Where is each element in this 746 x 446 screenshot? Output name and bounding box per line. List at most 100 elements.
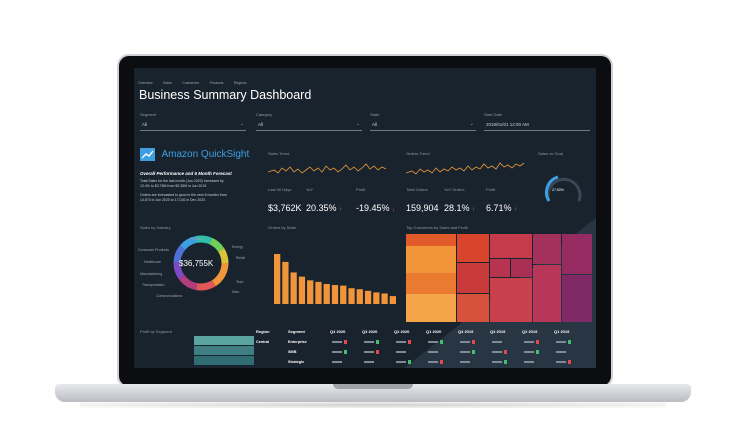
treemap-cell xyxy=(457,263,489,293)
table-row-segment: Strategic xyxy=(288,360,305,364)
bar xyxy=(373,292,380,304)
kpi-orders-profit-number: 6.71% xyxy=(486,203,512,213)
donut-label-transportation: Transportation xyxy=(142,283,165,287)
bar xyxy=(274,254,281,304)
donut-label-misc: Misc xyxy=(232,290,240,294)
arrow-up-icon: ↑ xyxy=(514,207,518,213)
orders-by-state-chart xyxy=(274,254,396,304)
narrative-line-3: Orders are forecasted to grow in the nex… xyxy=(140,193,227,197)
gauge-value: 27.60% xyxy=(552,188,564,192)
laptop-base xyxy=(55,384,691,402)
quicksight-brand: Amazon QuickSight xyxy=(140,146,249,164)
table-row-region: Central xyxy=(256,340,270,344)
bar xyxy=(307,280,314,304)
treemap-cell xyxy=(406,273,456,294)
bar xyxy=(315,281,322,304)
arrow-up-icon: ↑ xyxy=(472,207,476,213)
table-quarter-header: Q1 2019 xyxy=(554,329,570,334)
bar xyxy=(323,284,330,304)
narrative-line-4: 14,570 in Jun 2020 to 17,020 in Dec 2020… xyxy=(140,198,206,202)
bar xyxy=(348,288,355,304)
treemap-cell xyxy=(490,234,532,258)
bar xyxy=(356,289,363,304)
kpi-profit-number: -19.45% xyxy=(356,203,390,213)
brand-name: Amazon QuickSight xyxy=(161,149,250,161)
bar xyxy=(340,285,347,304)
filter-date-value: 2019/01/01 12:00 AM xyxy=(486,122,529,127)
chevron-down-icon: ⌄ xyxy=(355,121,360,127)
donut-label-healthcare: Healthcare xyxy=(144,260,161,264)
narrative-line-2: 12.4% to $3.76M from $3.35M in Jun 2019. xyxy=(140,184,208,188)
table-quarter-header: Q4 2019 xyxy=(458,329,474,334)
bar xyxy=(290,272,297,304)
sales-by-industry-donut xyxy=(173,235,229,291)
filter-segment-value: All xyxy=(142,122,148,127)
table-quarter-header: Q4 2020 xyxy=(330,329,346,334)
narrative-heading: Overall Performance and 6 Month Forecast xyxy=(140,171,232,176)
treemap-cell xyxy=(406,234,456,246)
treemap-cell xyxy=(457,234,489,262)
sales-by-industry-title: Sales by Industry xyxy=(140,225,171,230)
treemap-cell xyxy=(406,246,456,273)
arrow-down-icon: ↓ xyxy=(392,207,396,213)
treemap-cell xyxy=(533,234,561,264)
tab-overview[interactable]: Overview xyxy=(138,81,153,85)
sales-goal-gauge xyxy=(544,175,582,202)
table-value-cells xyxy=(332,340,571,364)
donut-label-retail: Retail xyxy=(236,256,245,260)
treemap-cell xyxy=(511,259,532,277)
bar xyxy=(364,290,372,304)
filter-segment-select[interactable]: All ⌄ xyxy=(140,121,246,131)
filter-date-label: Start Date xyxy=(484,112,503,117)
treemap-cell xyxy=(533,265,561,322)
bar xyxy=(381,293,388,304)
treemap-cell xyxy=(457,294,489,322)
tab-customers[interactable]: Customers xyxy=(182,81,200,85)
kpi-last90-label: Last 90 Days xyxy=(268,187,292,192)
sales-trend-title: Sales Trend xyxy=(268,151,290,156)
tab-products[interactable]: Products xyxy=(209,81,224,85)
kpi-profit-label: Profit xyxy=(356,187,366,192)
tab-regions[interactable]: Regions xyxy=(233,81,247,85)
donut-label-energy: Energy xyxy=(232,245,244,249)
orders-trend-sparkline xyxy=(406,162,525,175)
filter-state-select[interactable]: All ⌄ xyxy=(370,121,476,131)
profit-by-segment-heatmap xyxy=(194,336,254,365)
chevron-down-icon: ⌄ xyxy=(239,121,244,127)
treemap-cell xyxy=(490,278,532,322)
donut-label-manufacturing: Manufacturing xyxy=(140,272,163,276)
kpi-orders-yoy-value: 28.1% ↑ xyxy=(444,203,475,213)
kpi-yoy-value: 20.35% ↑ xyxy=(306,203,342,213)
laptop-shadow xyxy=(80,402,666,408)
top-customers-title: Top Customers by Sales and Profit xyxy=(406,225,468,230)
chevron-down-icon: ⌄ xyxy=(469,121,474,127)
quicksight-logo-icon xyxy=(140,148,155,162)
treemap-cell xyxy=(490,259,510,277)
donut-center-value: $36,755K xyxy=(179,259,214,268)
kpi-last90-value: $3,762K xyxy=(268,203,302,213)
orders-by-state-title: Orders by State xyxy=(268,225,297,230)
filter-segment-label: Segment xyxy=(140,112,157,117)
arrow-up-icon: ↑ xyxy=(339,207,343,213)
table-quarter-header: Q2 2019 xyxy=(522,329,538,334)
donut-label-tech: Tech xyxy=(236,280,244,284)
filter-category-select[interactable]: All ⌄ xyxy=(256,121,362,131)
kpi-profit-value: -19.45% ↓ xyxy=(356,203,395,213)
laptop-base-notch xyxy=(333,384,413,389)
dashboard-screen: Overview Sales Customers Products Region… xyxy=(134,68,596,368)
table-region-header: Region xyxy=(256,329,270,334)
bar xyxy=(298,276,306,304)
kpi-orders-profit-value: 6.71% ↑ xyxy=(486,203,517,213)
table-quarter-header: Q3 2020 xyxy=(362,329,378,334)
table-quarter-header: Q2 2020 xyxy=(394,329,410,334)
top-customers-treemap xyxy=(406,234,592,322)
treemap-cell xyxy=(562,234,592,274)
filter-date-input[interactable]: 2019/01/01 12:00 AM xyxy=(484,121,590,131)
filter-category-label: Category xyxy=(256,112,273,117)
filter-state-label: State xyxy=(370,112,380,117)
bar xyxy=(389,296,396,304)
kpi-orders-profit-label: Profit xyxy=(486,187,496,192)
tab-sales[interactable]: Sales xyxy=(163,81,172,85)
narrative-line-1: Total Sales for the last month (Jun 2020… xyxy=(140,179,224,183)
sales-goal-title: Sales vs Goal xyxy=(538,151,563,156)
